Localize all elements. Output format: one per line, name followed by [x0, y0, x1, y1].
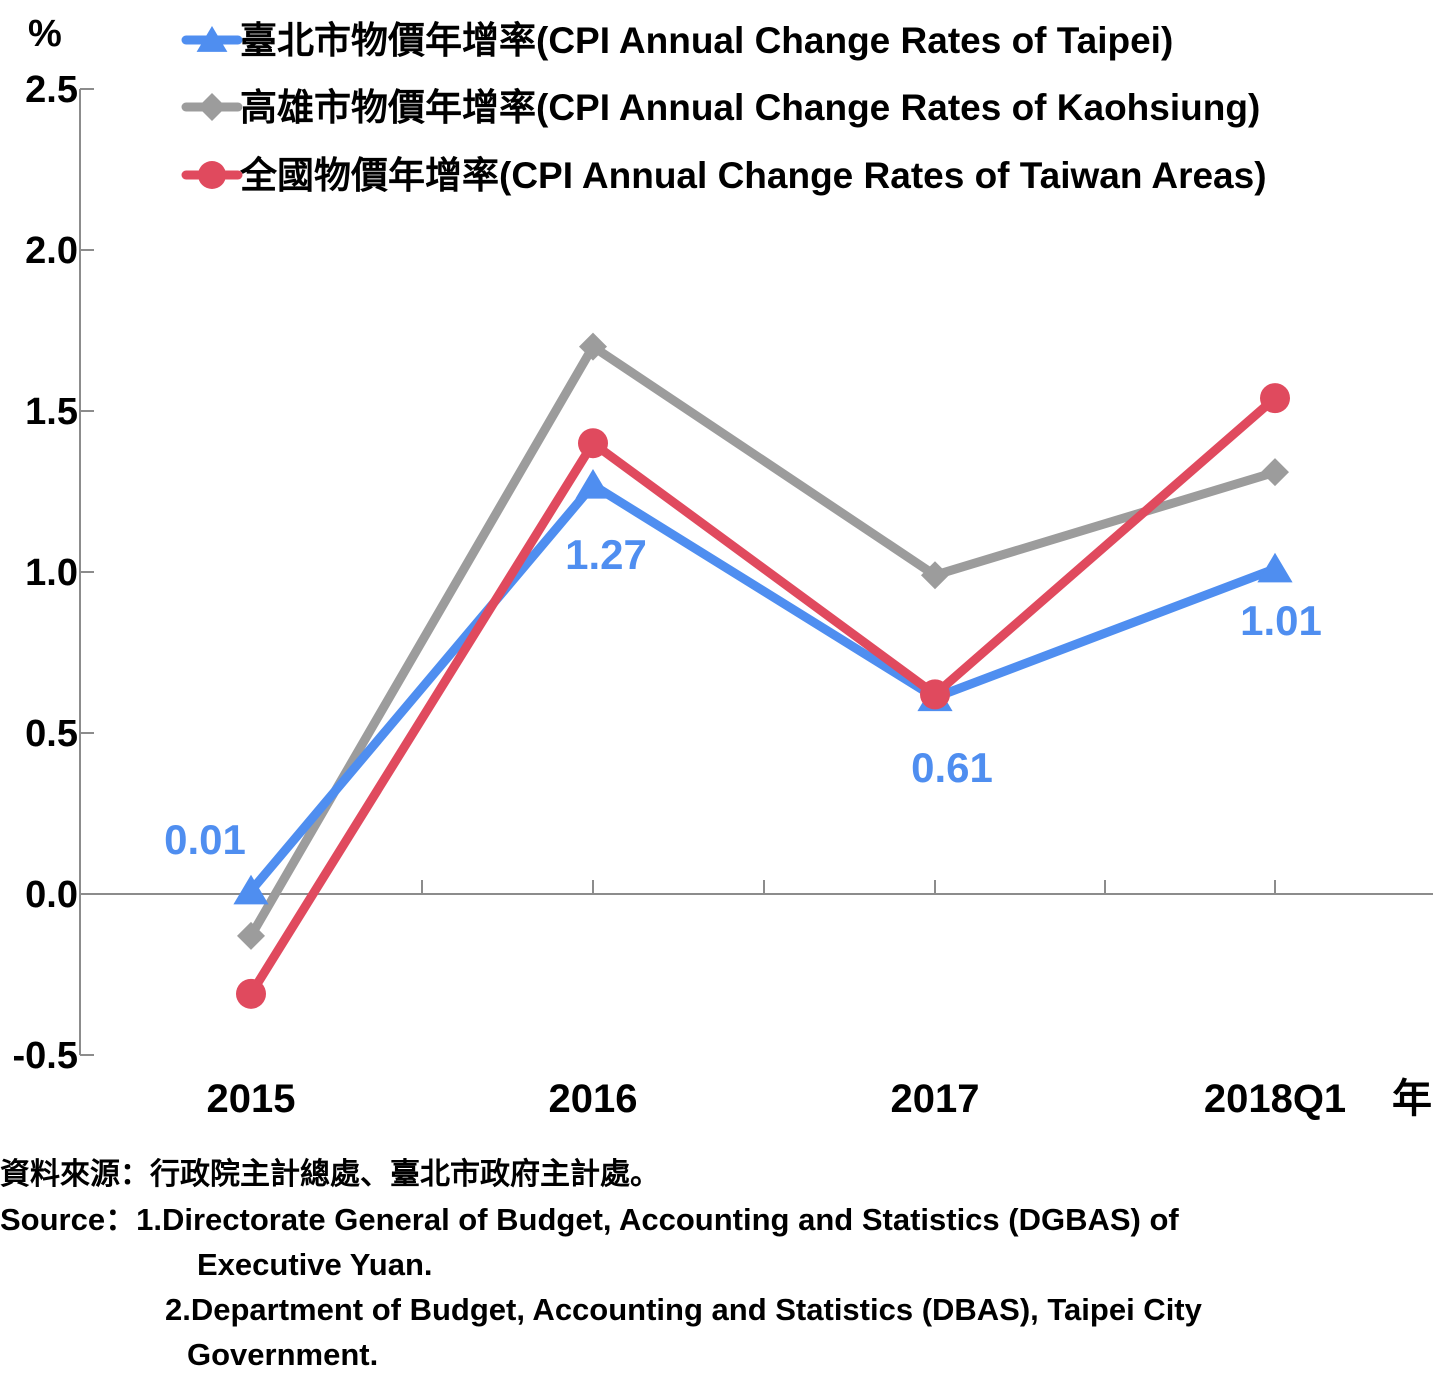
source-english-line-2: Executive Yuan.	[197, 1247, 433, 1282]
legend-label: 高雄市物價年增率(CPI Annual Change Rates of Kaoh…	[240, 86, 1260, 128]
y-tick-label: 1.5	[25, 391, 78, 433]
cpi-line-chart: 2.5 2.0 1.5 1.0 0.5 0.0 -0.5% 2015 2016 2017 2018Q…	[13, 13, 1433, 1121]
x-tick-label: 2015	[207, 1077, 296, 1121]
circle-marker	[578, 428, 608, 459]
y-unit-label: %	[28, 13, 62, 55]
diamond-marker	[237, 921, 265, 950]
source-chinese: 資料來源：行政院主計總處、臺北市政府主計處。	[0, 1158, 660, 1191]
data-label: 1.27	[565, 531, 647, 578]
y-tick-label: 1.0	[25, 552, 78, 594]
series-1	[237, 332, 1289, 950]
legend-entry-2: 全國物價年增率(CPI Annual Change Rates of Taiwa…	[181, 154, 1267, 196]
chart-axes: 2.5 2.0 1.5 1.0 0.5 0.0 -0.5% 2015 2016 2017 2018Q…	[13, 13, 1433, 1121]
data-label: 0.01	[164, 816, 246, 863]
circle-marker	[920, 679, 950, 710]
y-tick-label: 0.0	[25, 874, 78, 916]
y-tick-label: -0.5	[13, 1035, 78, 1077]
source-english-line-3: 2.Department of Budget, Accounting and S…	[165, 1292, 1202, 1327]
chart-series: 0.01 1.27 0.61 1.01	[164, 332, 1322, 1009]
data-label: 0.61	[911, 744, 993, 791]
x-tick-label: 2017	[891, 1077, 980, 1121]
circle-marker	[236, 978, 266, 1009]
chart-legend: 臺北市物價年增率(CPI Annual Change Rates of Taip…	[181, 19, 1267, 196]
series-2	[236, 383, 1290, 1009]
circle-marker	[1260, 383, 1290, 414]
diamond-marker	[921, 561, 949, 590]
y-tick-label: 2.0	[25, 230, 78, 272]
diamond-marker	[198, 93, 226, 121]
x-unit-label: 年	[1392, 1077, 1432, 1121]
source-note: 資料來源：行政院主計總處、臺北市政府主計處。 Source：1.Director…	[0, 1152, 1433, 1377]
triangle-marker	[233, 874, 269, 905]
series-line	[246, 342, 1280, 941]
diamond-marker	[579, 332, 607, 361]
data-label: 1.01	[1240, 597, 1322, 644]
legend-entry-1: 高雄市物價年增率(CPI Annual Change Rates of Kaoh…	[181, 86, 1260, 128]
triangle-marker	[575, 469, 611, 499]
triangle-marker	[1257, 552, 1293, 583]
triangle-marker	[196, 26, 228, 52]
legend-label: 全國物價年增率(CPI Annual Change Rates of Taiwa…	[239, 154, 1267, 196]
y-tick-label: 2.5	[25, 69, 78, 111]
source-english-line-4: Government.	[187, 1337, 379, 1372]
circle-marker	[198, 161, 226, 189]
x-tick-label: 2018Q1	[1204, 1077, 1346, 1121]
source-english-line-1: Source：1.Directorate General of Budget, …	[0, 1202, 1179, 1237]
diamond-marker	[1261, 458, 1289, 487]
series-line	[246, 480, 1280, 896]
series-line	[246, 393, 1280, 999]
x-tick-label: 2016	[549, 1077, 638, 1121]
legend-entry-0: 臺北市物價年增率(CPI Annual Change Rates of Taip…	[181, 19, 1173, 61]
y-tick-label: 0.5	[25, 713, 78, 755]
legend-label: 臺北市物價年增率(CPI Annual Change Rates of Taip…	[240, 19, 1173, 61]
